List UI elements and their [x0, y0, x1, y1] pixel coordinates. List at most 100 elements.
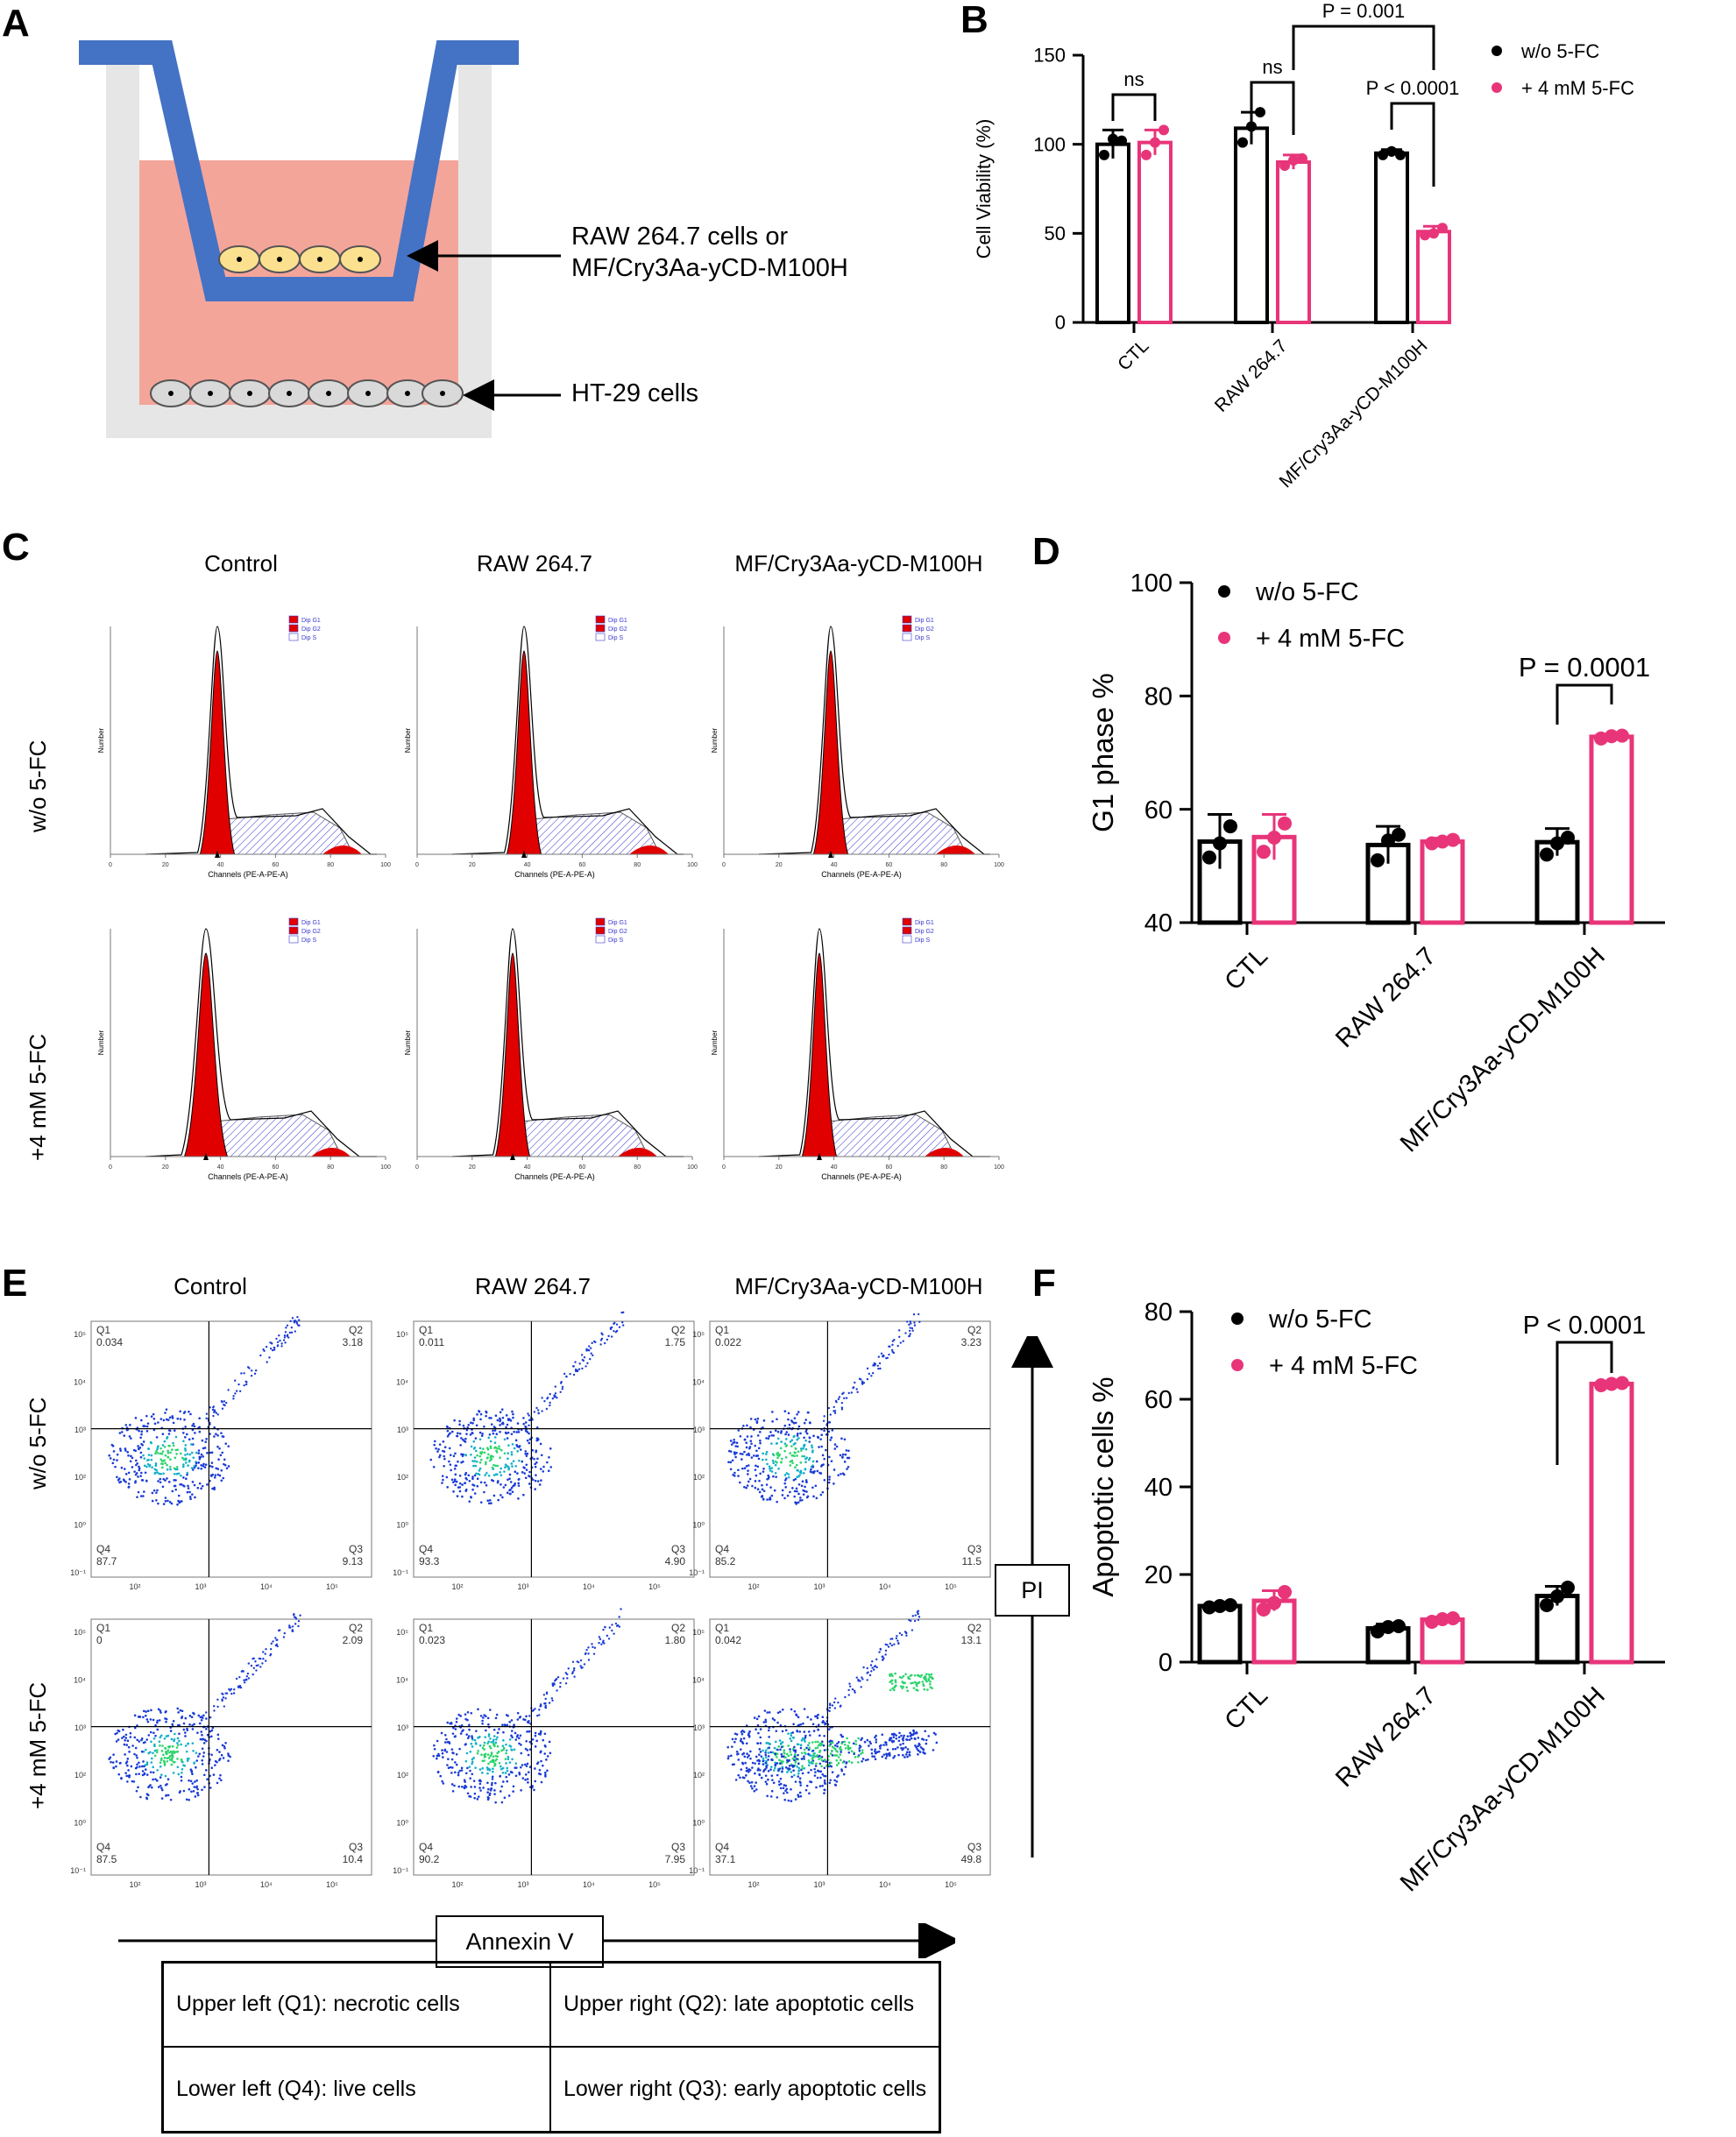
flow-quadrant-text-4-0: Q1	[96, 1622, 110, 1634]
hist-xtick-label-2-1: 20	[469, 862, 476, 868]
table-lower-right: Lower right (Q3): early apoptotic cells	[563, 2076, 927, 2101]
flow-quadrant-text-2-0: Q1	[419, 1324, 433, 1336]
d-ytick-label-2: 80	[1144, 683, 1173, 711]
hist-legend-label-2-2: Dip S	[608, 635, 623, 641]
f-category-1: RAW 264.7	[1330, 1681, 1442, 1793]
hist-legend-label-4-2: Dip S	[301, 938, 316, 944]
e-col-mf: MF/Cry3Aa-yCD-M100H	[734, 1273, 983, 1299]
b-point-1-1-2	[1297, 152, 1307, 164]
f-sig-label-0: P < 0.0001	[1523, 1312, 1647, 1340]
histogram-1: 0 20 40 60 80 100 Channels (PE-A-PE-A) Number Di…	[97, 615, 391, 879]
e-col-control: Control	[174, 1273, 247, 1299]
legend-d-dot-w	[1218, 585, 1230, 598]
hist-xtick-label-1-2: 40	[217, 862, 224, 868]
f-point-1-0-0	[1371, 1624, 1385, 1638]
chart-b-cell-viability: 0 50 100 150 Cell Viability (%) CTL RAW 264.7M…	[973, 0, 1459, 492]
legend-d-label-w: w/o 5-FC	[1255, 578, 1359, 606]
flow-quadrant-text-6-2: Q2	[967, 1622, 981, 1634]
hist-g1-peak-2	[506, 650, 542, 855]
flow-xtick-4-3: 10⁵	[326, 1880, 338, 1889]
hist-outline-1	[145, 626, 377, 855]
flow-quadrant-text-2-4: Q3	[671, 1543, 685, 1555]
insert-cells-label: RAW 264.7 cells or MF/Cry3Aa-yCD-M100H	[571, 221, 848, 284]
flow-ytick-6-4: 10⁰	[692, 1819, 705, 1828]
hist-legend-swatch-5-2	[595, 935, 606, 944]
panel-letter-c: C	[2, 526, 30, 569]
f-point-2-0-2	[1561, 1581, 1575, 1595]
flow-quadrant-text-5-3: 1.80	[665, 1634, 686, 1646]
hist-marker-5	[510, 1153, 515, 1160]
f-point-0-0-2	[1223, 1598, 1237, 1612]
flow-xtick-2-2: 10⁴	[583, 1582, 595, 1591]
flow-quadrant-text-5-7: 90.2	[419, 1853, 440, 1865]
flow-quadrant-text-2-3: 1.75	[665, 1336, 686, 1348]
b-point-1-0-1	[1246, 121, 1257, 132]
quadrant-table: Upper left (Q1): necrotic cells Upper ri…	[161, 1961, 941, 2133]
b-sig-bracket-3	[1292, 25, 1435, 70]
hist-legend-label-1-0: Dip G1	[301, 618, 321, 624]
legend-d-dot-p	[1218, 632, 1230, 644]
flow-quadrant-text-4-6: Q4	[96, 1841, 110, 1853]
flow-ytick-1-2: 10³	[74, 1426, 86, 1434]
insert-label-line1: RAW 264.7 cells or	[571, 223, 789, 251]
hist-xtick-label-6-0: 0	[722, 1164, 726, 1171]
f-point-1-1-0	[1425, 1615, 1439, 1629]
hist-xtick-label-5-5: 100	[687, 1164, 698, 1171]
f-ytick-label-1: 20	[1144, 1561, 1173, 1589]
f-ylabel: Apoptotic cells %	[1087, 1376, 1119, 1596]
flow-quadrant-text-4-3: 2.09	[343, 1634, 364, 1646]
d-point-2-1-1	[1605, 729, 1619, 744]
f-ytick-label-3: 60	[1144, 1386, 1173, 1414]
d-point-0-1-2	[1278, 816, 1292, 831]
flow-events-2	[429, 1311, 625, 1505]
c-col-control: Control	[204, 550, 278, 577]
flow-quadrant-text-5-2: Q2	[671, 1622, 685, 1634]
flow-quadrant-text-2-7: 93.3	[419, 1555, 440, 1567]
d-point-2-1-0	[1594, 731, 1608, 746]
hist-legend-swatch-4-2	[288, 935, 299, 944]
flow-ytick-5-1: 10⁴	[396, 1675, 408, 1684]
flow-xtick-5-1: 10³	[517, 1880, 528, 1889]
flow-xtick-4-1: 10³	[195, 1880, 206, 1889]
d-point-1-0-2	[1392, 827, 1406, 842]
histogram-2: 0 20 40 60 80 100 Channels (PE-A-PE-A) Number Di…	[404, 615, 698, 879]
panel-letter-e: E	[2, 1262, 28, 1305]
d-point-2-0-0	[1540, 847, 1554, 862]
flow-quadrant-text-4-4: Q3	[349, 1841, 363, 1853]
b-ylabel: Cell Viability (%)	[973, 119, 995, 259]
hist-xtick-label-2-5: 100	[687, 862, 698, 868]
flow-quadrant-text-3-6: Q4	[715, 1543, 729, 1555]
legend-d-label-p: + 4 mM 5-FC	[1256, 625, 1405, 653]
legend-b-dot-w	[1492, 46, 1502, 56]
legend-f-dot-p	[1231, 1359, 1244, 1371]
flow-quadrant-text-2-5: 4.90	[665, 1555, 686, 1567]
flow-ytick-2-1: 10⁴	[396, 1377, 408, 1386]
hist-xtick-label-5-4: 80	[634, 1164, 641, 1171]
hist-xtick-label-3-5: 100	[994, 862, 1004, 868]
f-point-0-1-2	[1278, 1585, 1292, 1599]
insert-label-line2: MF/Cry3Aa-yCD-M100H	[571, 254, 848, 282]
hist-xtick-label-2-0: 0	[415, 862, 419, 868]
hist-legend-label-2-0: Dip G1	[608, 618, 627, 624]
flow-xtick-5-0: 10²	[451, 1880, 463, 1889]
legend-b-dot-p	[1492, 82, 1502, 93]
d-bar-1-1	[1420, 839, 1465, 925]
hist-legend-swatch-1-1	[288, 624, 299, 633]
e-row-p: +4 mM 5-FC	[25, 1681, 51, 1809]
flow-quadrant-text-1-5: 9.13	[343, 1555, 364, 1567]
f-bar-0-0	[1197, 1603, 1243, 1665]
flow-ytick-1-0: 10⁵	[74, 1330, 86, 1339]
d-point-0-0-2	[1223, 819, 1237, 834]
hist-marker-4	[203, 1153, 209, 1160]
flow-xtick-4-2: 10⁴	[260, 1880, 273, 1889]
b-point-0-0-1	[1108, 133, 1118, 145]
hist-xtick-label-4-4: 80	[327, 1164, 334, 1171]
f-point-0-1-0	[1257, 1603, 1271, 1617]
flow-ytick-6-3: 10²	[693, 1771, 705, 1780]
flow-xtick-3-2: 10⁴	[879, 1582, 891, 1591]
hist-xtick-label-3-4: 80	[940, 862, 947, 868]
b-point-2-1-1	[1428, 228, 1439, 239]
